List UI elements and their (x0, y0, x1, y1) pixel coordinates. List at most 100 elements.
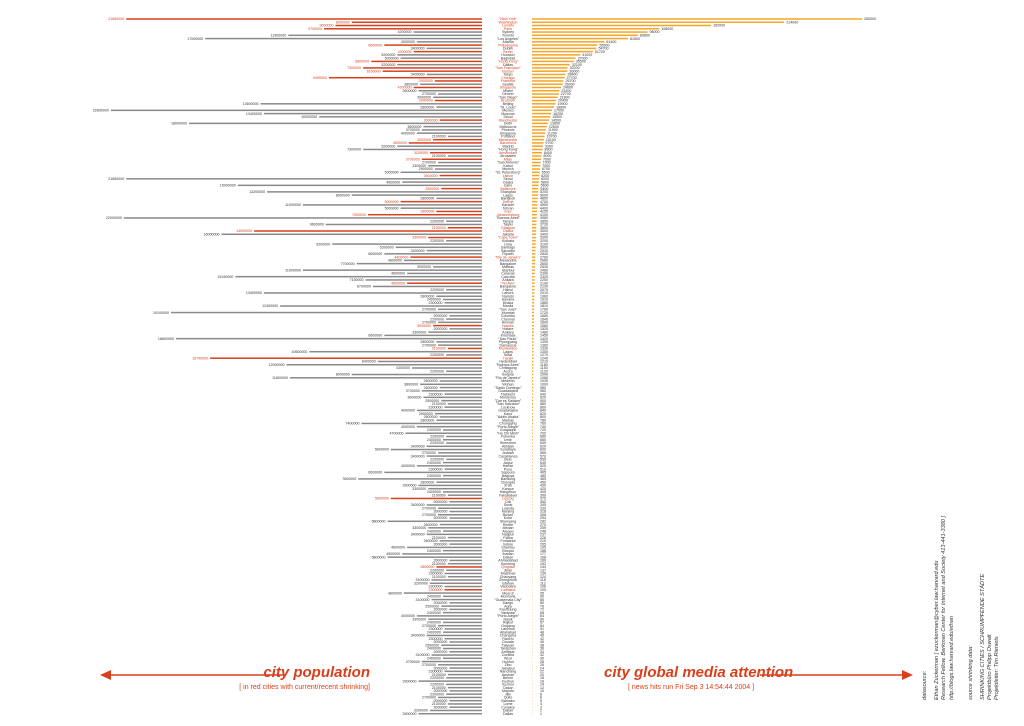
population-label: 5600000 (375, 448, 389, 452)
population-label: 3300000 (412, 164, 426, 168)
city-label: Daegu (503, 601, 514, 605)
media-bar (532, 90, 560, 92)
media-bar (532, 295, 535, 297)
population-bar (439, 174, 482, 177)
population-label: 4900000 (386, 180, 400, 184)
city-label: Jakarta (502, 232, 514, 236)
hits-label: 840 (540, 409, 546, 413)
city-label: Jaipur (503, 461, 514, 465)
population-label: 5000000 (385, 170, 399, 174)
media-bar (532, 380, 534, 382)
population-bar (260, 103, 482, 105)
population-label: 2100000 (432, 562, 446, 566)
population-label: 3400000 (411, 454, 425, 458)
hits-label: 54 (540, 624, 544, 628)
hits-label: 24 (540, 666, 544, 670)
hits-label: 465 (540, 477, 546, 481)
population-bar (400, 171, 482, 174)
population-title: city population (263, 664, 370, 681)
population-bar (420, 383, 482, 386)
city-label: Dalian (503, 709, 513, 713)
city-label: Kanpur (502, 487, 514, 491)
population-bar (434, 80, 482, 82)
city-label: Kobe (504, 516, 512, 520)
city-label: Colombo (501, 314, 515, 318)
hits-label: 2190 (540, 281, 548, 285)
city-label: Nairobi (502, 294, 514, 298)
media-bar (532, 50, 593, 53)
population-label: 4000000 (401, 614, 415, 618)
media-bar (532, 465, 533, 467)
city-label: Jabalpur (501, 666, 516, 670)
population-bar (384, 253, 482, 255)
city-label: "Porto Alegre" (497, 614, 520, 618)
population-bar (416, 465, 482, 467)
population-label: 13400000 (246, 112, 262, 116)
population-label: 4200000 (398, 50, 412, 54)
population-label: 3400000 (411, 634, 425, 638)
hits-label: 1360 (540, 343, 548, 347)
population-label: 4300000 (396, 366, 410, 370)
hits-label: 76 (540, 604, 544, 608)
population-label: 3300000 (412, 526, 426, 530)
population-label: 6000000 (368, 471, 382, 475)
hits-label: 152000 (713, 24, 725, 28)
city-label: Cairo (504, 184, 513, 188)
population-bar (205, 37, 482, 40)
population-label: 4900000 (386, 552, 400, 556)
hits-label: 10700 (547, 135, 557, 139)
media-bar (532, 226, 537, 229)
population-bar (436, 341, 482, 343)
media-bar (532, 112, 552, 115)
hits-label: 700 (540, 431, 546, 435)
city-label: Ankara (502, 330, 513, 334)
population-label: 2400000 (427, 529, 441, 533)
population-label: 2000000 (433, 327, 447, 331)
hits-label: 6200 (541, 174, 549, 178)
media-bar (532, 96, 558, 99)
population-label: 5600000 (375, 497, 389, 501)
population-label: 3900000 (403, 712, 417, 716)
population-bar (442, 657, 482, 660)
hits-label: 10100 (546, 138, 556, 142)
hits-label: 760 (540, 422, 546, 426)
hits-label: 22700 (561, 92, 571, 96)
hits-label: 30000 (569, 69, 579, 73)
media-bar (532, 135, 545, 138)
media-bar (532, 396, 534, 399)
hits-label: 61400 (606, 40, 616, 44)
media-bar (532, 399, 534, 402)
city-label: Lahore (502, 291, 513, 295)
hits-label: 880 (540, 402, 546, 406)
city-label: Madras (502, 265, 514, 269)
hits-label: 38 (540, 643, 544, 647)
population-bar (441, 644, 482, 646)
population-bar (449, 651, 482, 653)
city-label: "Santo Domingo" (494, 386, 522, 390)
bars-group: 21850000 "New York" 280000 8000000 Washingto… (93, 17, 876, 716)
city-label: Monterrey (500, 396, 516, 400)
hits-label: 144 (540, 565, 546, 569)
media-bar (532, 390, 534, 392)
population-label: 2300000 (429, 392, 443, 396)
city-label: Recife (503, 523, 513, 527)
media-bar (532, 122, 549, 125)
city-label: Wuxi (504, 656, 512, 660)
city-label: Rajkot (503, 621, 513, 625)
city-label: Kaohsiung (500, 608, 517, 612)
media-bar (532, 73, 566, 76)
hits-label: 35500 (576, 60, 586, 64)
media-bar (532, 210, 538, 213)
city-label: Jilin (505, 692, 511, 696)
city-label: "San Salvador" (496, 402, 521, 406)
population-label: 4000000 (401, 425, 415, 429)
city-label: Belo (504, 458, 511, 462)
hits-label: 23200 (561, 89, 571, 93)
media-bar (532, 249, 536, 252)
hits-label: 168 (540, 555, 546, 559)
population-bar (449, 559, 482, 562)
city-label: Detroit (503, 200, 514, 204)
population-label: 2600000 (424, 386, 438, 390)
hits-label: 1390 (540, 340, 548, 344)
population-label: 4600000 (391, 546, 405, 550)
